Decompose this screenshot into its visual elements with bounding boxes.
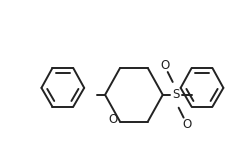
Text: O: O <box>160 59 169 72</box>
Text: O: O <box>182 118 191 131</box>
Text: S: S <box>172 88 179 101</box>
Text: O: O <box>109 113 118 126</box>
